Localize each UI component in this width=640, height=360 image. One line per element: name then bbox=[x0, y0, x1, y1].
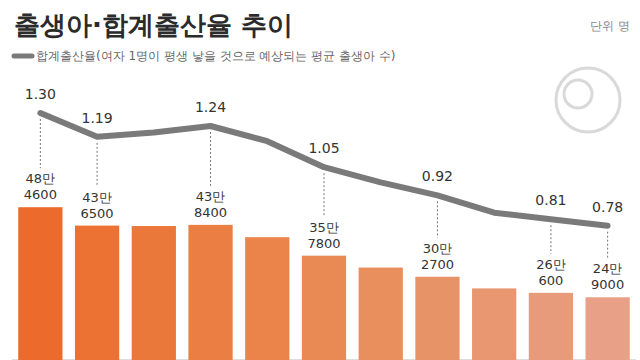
icon-outline bbox=[556, 68, 620, 132]
rate-label: 0.92 bbox=[422, 168, 453, 184]
bar-label: 30만2700 bbox=[421, 241, 454, 272]
rate-label: 1.19 bbox=[82, 110, 113, 126]
bar bbox=[75, 226, 119, 360]
bar-label-line: 48만 bbox=[26, 171, 56, 186]
legend-swatch bbox=[14, 54, 32, 59]
icon-head bbox=[564, 80, 592, 108]
leader-line bbox=[210, 132, 211, 186]
leader-line bbox=[550, 225, 551, 254]
leader-line bbox=[437, 201, 438, 237]
rate-line bbox=[40, 113, 607, 226]
bar bbox=[586, 297, 630, 360]
bar-label-line: 8400 bbox=[194, 205, 227, 220]
baby-icon bbox=[556, 68, 620, 132]
bar-label: 24만9000 bbox=[591, 261, 624, 292]
bar-label-line: 9000 bbox=[591, 277, 624, 292]
title: 출생아·합계출산율 추이 bbox=[14, 10, 293, 40]
marks bbox=[18, 113, 630, 360]
rate-label: 0.78 bbox=[592, 199, 623, 215]
bar-label-line: 43만 bbox=[196, 189, 226, 204]
bar bbox=[188, 225, 232, 360]
bar-label: 35만7800 bbox=[307, 220, 340, 251]
rate-label: 1.05 bbox=[308, 140, 339, 156]
bar bbox=[415, 277, 459, 360]
bar-label-line: 26만 bbox=[536, 257, 566, 272]
bar-label: 43만8400 bbox=[194, 189, 227, 220]
leader-line bbox=[324, 173, 325, 217]
bar-label: 48만4600 bbox=[24, 171, 57, 202]
chart-svg: 출생아·합계출산율 추이단위 명48만460043만650043만840035만… bbox=[0, 0, 640, 360]
rate-label: 0.81 bbox=[535, 192, 566, 208]
bar-label-line: 7800 bbox=[307, 236, 340, 251]
bar-label-line: 2700 bbox=[421, 257, 454, 272]
chart-container: 출생아·합계출산율 추이단위 명48만460043만650043만840035만… bbox=[0, 0, 640, 360]
bar-label-line: 6500 bbox=[81, 206, 114, 221]
leader-line bbox=[40, 119, 41, 168]
leader-line bbox=[607, 232, 608, 259]
bar-label: 43만6500 bbox=[81, 190, 114, 221]
bar-label-line: 43만 bbox=[82, 190, 112, 205]
bar-label-line: 30만 bbox=[423, 241, 453, 256]
rate-label: 1.30 bbox=[25, 86, 56, 102]
bar-label-line: 24만 bbox=[593, 261, 623, 276]
rate-label: 1.24 bbox=[195, 99, 226, 115]
legend-label: 합계출산율(여자 1명이 평생 낳을 것으로 예상되는 평균 출생아 수) bbox=[36, 49, 396, 63]
bar-label-line: 4600 bbox=[24, 187, 57, 202]
legend: 합계출산율(여자 1명이 평생 낳을 것으로 예상되는 평균 출생아 수) bbox=[14, 49, 396, 63]
bar bbox=[245, 237, 289, 360]
bar bbox=[302, 256, 346, 360]
bar-label-line: 600 bbox=[538, 273, 563, 288]
bar-label-line: 35만 bbox=[309, 220, 339, 235]
bar bbox=[529, 293, 573, 360]
bar-label: 26만600 bbox=[536, 257, 566, 288]
labels: 48만460043만650043만840035만780030만270026만60… bbox=[24, 86, 624, 292]
bar bbox=[18, 207, 62, 360]
bar bbox=[359, 268, 403, 360]
bar bbox=[132, 226, 176, 360]
bar bbox=[472, 288, 516, 360]
unit-note: 단위 명 bbox=[590, 19, 630, 33]
leader-line bbox=[97, 143, 98, 187]
